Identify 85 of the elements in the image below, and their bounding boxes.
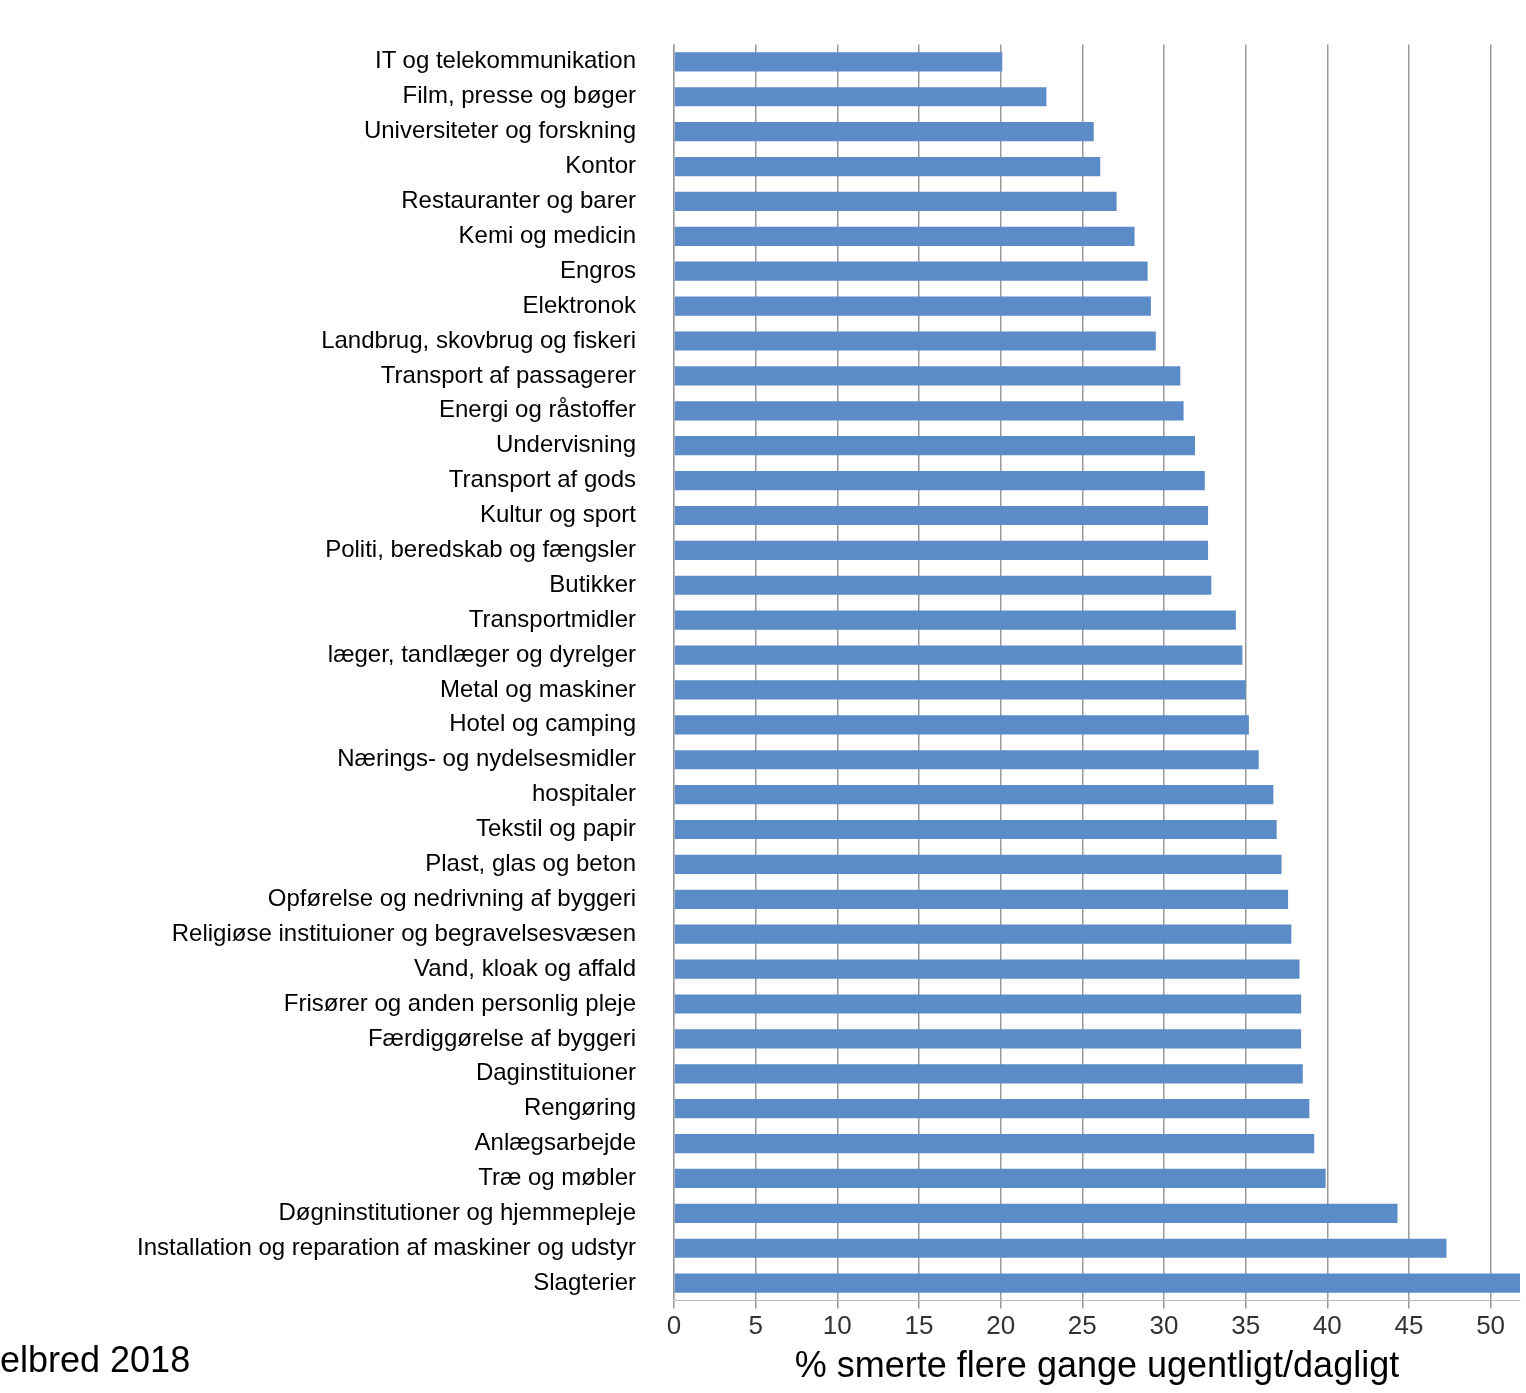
y-tick-label: Film, presse og bøger [402,81,636,109]
bar [674,610,1236,630]
y-tick-label: Rengøring [523,1093,636,1121]
bar [674,1133,1315,1154]
x-tick-label: 15 [904,1310,934,1341]
bar [674,1238,1447,1258]
x-tick-label: 5 [748,1310,763,1341]
x-tick-label: 0 [666,1310,682,1341]
bar [674,191,1117,212]
bar [674,436,1195,456]
bar [674,645,1243,665]
bar [674,331,1156,351]
bar [674,261,1148,281]
bar [674,1168,1326,1189]
x-tick-label: 20 [986,1310,1016,1341]
y-tick-label: Transportmidler [468,604,637,632]
y-tick-label: Installation og reparation af maskiner og udstyr [137,1232,637,1260]
x-tick-label: 10 [822,1310,852,1341]
y-tick-label: Energi og råstoffer [438,395,636,423]
bar [674,994,1302,1014]
y-tick-label: Undervisning [495,430,636,458]
bar [674,715,1249,735]
y-tick-label: Restauranter og barer [401,186,637,214]
bar [674,750,1259,770]
bar [674,540,1209,560]
y-tick-label: Politi, beredskab og fængsler [325,534,636,562]
x-axis-title: % smerte flere gange ugentligt/dagligt [794,1344,1400,1386]
y-tick-label: Opførelse og nedrivning af byggeri [267,883,636,911]
y-tick-label: IT og telekommunikation [374,46,636,74]
x-tick-label: 25 [1067,1310,1097,1341]
y-tick-label: Hotel og camping [449,709,636,737]
text: elbred 2018 [0,1338,191,1380]
y-tick-label: Døgninstitutioner og hjemmepleje [278,1197,636,1225]
bar [674,156,1101,177]
x-tick-label: 50 [1476,1310,1506,1341]
bar [674,680,1246,700]
bar [674,366,1181,386]
bar [674,1203,1398,1223]
bar [674,226,1135,246]
bar [674,470,1205,491]
y-tick-label: Transport af gods [448,465,636,493]
bar [674,1029,1302,1049]
bar [674,889,1289,909]
bar [674,819,1277,840]
y-tick-label: Slagterier [533,1267,636,1295]
y-tick-label: Butikker [549,569,636,597]
y-tick-label: Vand, kloak og affald [414,953,636,981]
y-tick-label: Plast, glas og beton [425,849,636,877]
bar [674,401,1184,421]
x-tick-label: 40 [1312,1310,1342,1341]
bar [674,1273,1520,1293]
y-tick-label: Daginstituioner [475,1058,636,1086]
bar [674,924,1292,944]
y-tick-label: Landbrug, skovbrug og fiskeri [321,325,636,353]
y-tick-label: Transport af passagerer [380,360,637,388]
bar [674,87,1047,107]
y-tick-label: Anlægsarbejde [474,1128,636,1156]
y-tick-label: Frisører og anden personlig pleje [283,988,636,1016]
bar [674,52,1003,72]
y-tick-label: Engros [559,255,636,283]
y-tick-label: Elektronok [522,290,637,318]
bar [674,1064,1303,1084]
bar [674,959,1300,979]
bar [674,122,1094,142]
bar [674,296,1151,316]
y-tick-label: Nærings- og nydelsesmidler [337,744,637,772]
y-tick-label: Religiøse instituioner og begravelsesvæsen [171,918,636,946]
y-tick-label: Kontor [565,151,636,179]
y-tick-label: Færdiggørelse af byggeri [367,1023,636,1051]
bar [674,854,1282,875]
bar [674,575,1212,595]
y-tick-label: Metal og maskiner [439,674,637,702]
y-tick-label: Kultur og sport [479,500,637,528]
bar [674,505,1209,526]
x-tick-label: 45 [1394,1310,1424,1341]
y-tick-label: Tekstil og papir [475,814,637,842]
y-tick-label: læger, tandlæger og dyrelger [327,639,636,667]
y-tick-label: Universiteter og forskning [363,116,636,144]
y-tick-label: hospitaler [531,779,637,807]
y-tick-label: Træ og møbler [478,1163,636,1191]
bar [674,1099,1310,1119]
x-tick-label: 35 [1231,1310,1261,1341]
y-tick-label: Kemi og medicin [458,220,636,248]
bar [674,785,1274,805]
x-tick-label: 30 [1149,1310,1179,1341]
